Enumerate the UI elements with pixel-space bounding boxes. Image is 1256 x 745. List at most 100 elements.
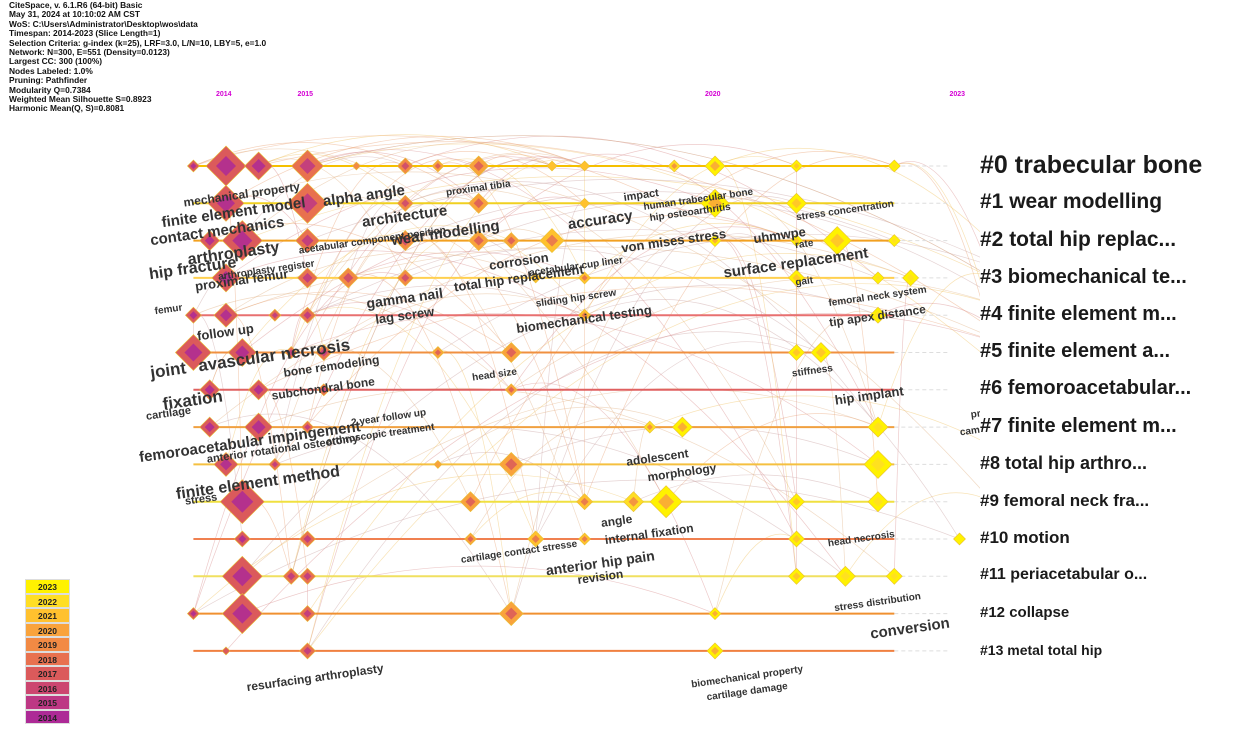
citation-arc: [258, 158, 406, 279]
year-axis-label: 2014: [216, 91, 232, 98]
citation-arc: [405, 188, 797, 502]
citation-arc: [225, 171, 980, 489]
keyword-node-core: [580, 497, 589, 506]
keyword-node[interactable]: [351, 161, 361, 171]
keyword-node-core: [815, 347, 826, 358]
keyword-label: sliding hip screw: [535, 287, 617, 309]
keyword-node-core: [434, 349, 441, 356]
citation-arc: [894, 161, 980, 248]
citation-arc: [437, 158, 585, 279]
keyword-node-core: [303, 311, 312, 320]
keyword-label: stiffness: [791, 363, 834, 380]
keyword-node-core: [299, 158, 316, 174]
citation-arc: [470, 151, 895, 502]
citation-arc: [405, 191, 895, 241]
header-line: WoS: C:\Users\Administrator\Desktop\wos\…: [9, 18, 198, 29]
citation-arc: [225, 291, 512, 353]
keyword-node-core: [343, 272, 354, 283]
citation-arc: [209, 233, 911, 428]
keyword-node-core: [190, 163, 197, 169]
legend-year-item: 2023: [25, 579, 70, 594]
keyword-label: conversion: [869, 615, 951, 643]
cluster-label: #7 finite element m...: [980, 414, 1177, 437]
keyword-node-core: [189, 311, 198, 320]
keyword-node[interactable]: [221, 646, 231, 656]
keyword-node-core: [301, 234, 314, 247]
citation-arc: [225, 349, 292, 465]
keyword-node-core: [204, 235, 215, 246]
keyword-node[interactable]: [530, 272, 542, 284]
legend-year-item: 2014: [25, 709, 70, 724]
keyword-node-core: [792, 572, 801, 581]
keyword-node-core: [581, 312, 588, 319]
citation-arc: [225, 252, 536, 316]
citation-arc: [274, 199, 406, 465]
citation-arc: [877, 302, 980, 319]
citation-arc: [437, 406, 683, 465]
citation-arc: [307, 196, 585, 651]
keyword-node-core: [401, 199, 410, 208]
citation-arc: [348, 251, 585, 279]
keyword-label: rate: [794, 238, 814, 252]
keyword-node-core: [708, 196, 722, 211]
network-info-header: CiteSpace, v. 6.1.R6 (64-bit) Basic May 3…: [9, 0, 266, 114]
citation-arc: [714, 147, 980, 233]
citation-arc: [405, 151, 585, 204]
header-line: Nodes Labeled: 1.0%: [9, 65, 93, 76]
citation-arc: [584, 156, 797, 316]
keyword-node-core: [231, 490, 254, 513]
keyword-node-core: [671, 163, 678, 169]
citation-arc: [405, 248, 822, 353]
keyword-label: joint: [148, 358, 187, 382]
citation-arc: [511, 382, 716, 614]
citation-arc: [242, 176, 980, 273]
cluster-label: #10 motion: [980, 528, 1070, 548]
keyword-node[interactable]: [433, 459, 443, 469]
keyword-node-core: [303, 609, 312, 618]
keyword-node-core: [304, 424, 311, 431]
legend-year-item: 2021: [25, 608, 70, 623]
keyword-node-core: [473, 161, 484, 171]
citation-arc: [258, 286, 980, 391]
keyword-node-core: [251, 159, 266, 173]
keyword-node-core: [204, 384, 215, 395]
keyword-node[interactable]: [579, 197, 591, 209]
keyword-node-core: [302, 272, 313, 283]
keyword-node-core: [216, 156, 236, 176]
citation-arc: [437, 233, 980, 353]
citation-arc: [478, 200, 980, 288]
keyword-node-core: [658, 493, 675, 510]
keyword-label: stress: [184, 491, 218, 507]
keyword-node-core: [217, 194, 235, 213]
keyword-node-core: [710, 161, 720, 171]
citation-arc: [307, 143, 980, 353]
keyword-node-core: [531, 535, 540, 543]
keyword-label: impact: [623, 187, 660, 204]
year-axis: 2014 2015 2020 2023: [216, 91, 965, 98]
keyword-node-core: [303, 535, 312, 543]
citation-arc: [307, 178, 980, 258]
citation-arc: [242, 565, 716, 614]
keyword-node-core: [473, 235, 484, 246]
legend-year-item: 2017: [25, 666, 70, 681]
keyword-nodes: [174, 145, 966, 660]
citation-arc: [894, 162, 980, 298]
citation-arc: [584, 156, 895, 502]
citation-arc: [877, 273, 980, 428]
keyword-node[interactable]: [579, 160, 591, 172]
citation-arc: [274, 196, 479, 465]
keyword-label: angle: [600, 512, 633, 530]
citation-arc: [193, 272, 406, 614]
keyword-node[interactable]: [546, 160, 558, 172]
citation-arc: [193, 156, 406, 316]
keyword-node-core: [546, 234, 558, 247]
keyword-node-core: [875, 274, 881, 281]
keyword-node-core: [873, 422, 883, 433]
cluster-label: #0 trabecular bone: [980, 150, 1203, 179]
citation-arc: [405, 135, 879, 279]
citation-arc: [845, 492, 980, 577]
keyword-node-core: [251, 420, 266, 435]
keyword-node-core: [238, 535, 247, 543]
citation-arc: [307, 149, 797, 540]
citation-arc: [274, 426, 846, 577]
